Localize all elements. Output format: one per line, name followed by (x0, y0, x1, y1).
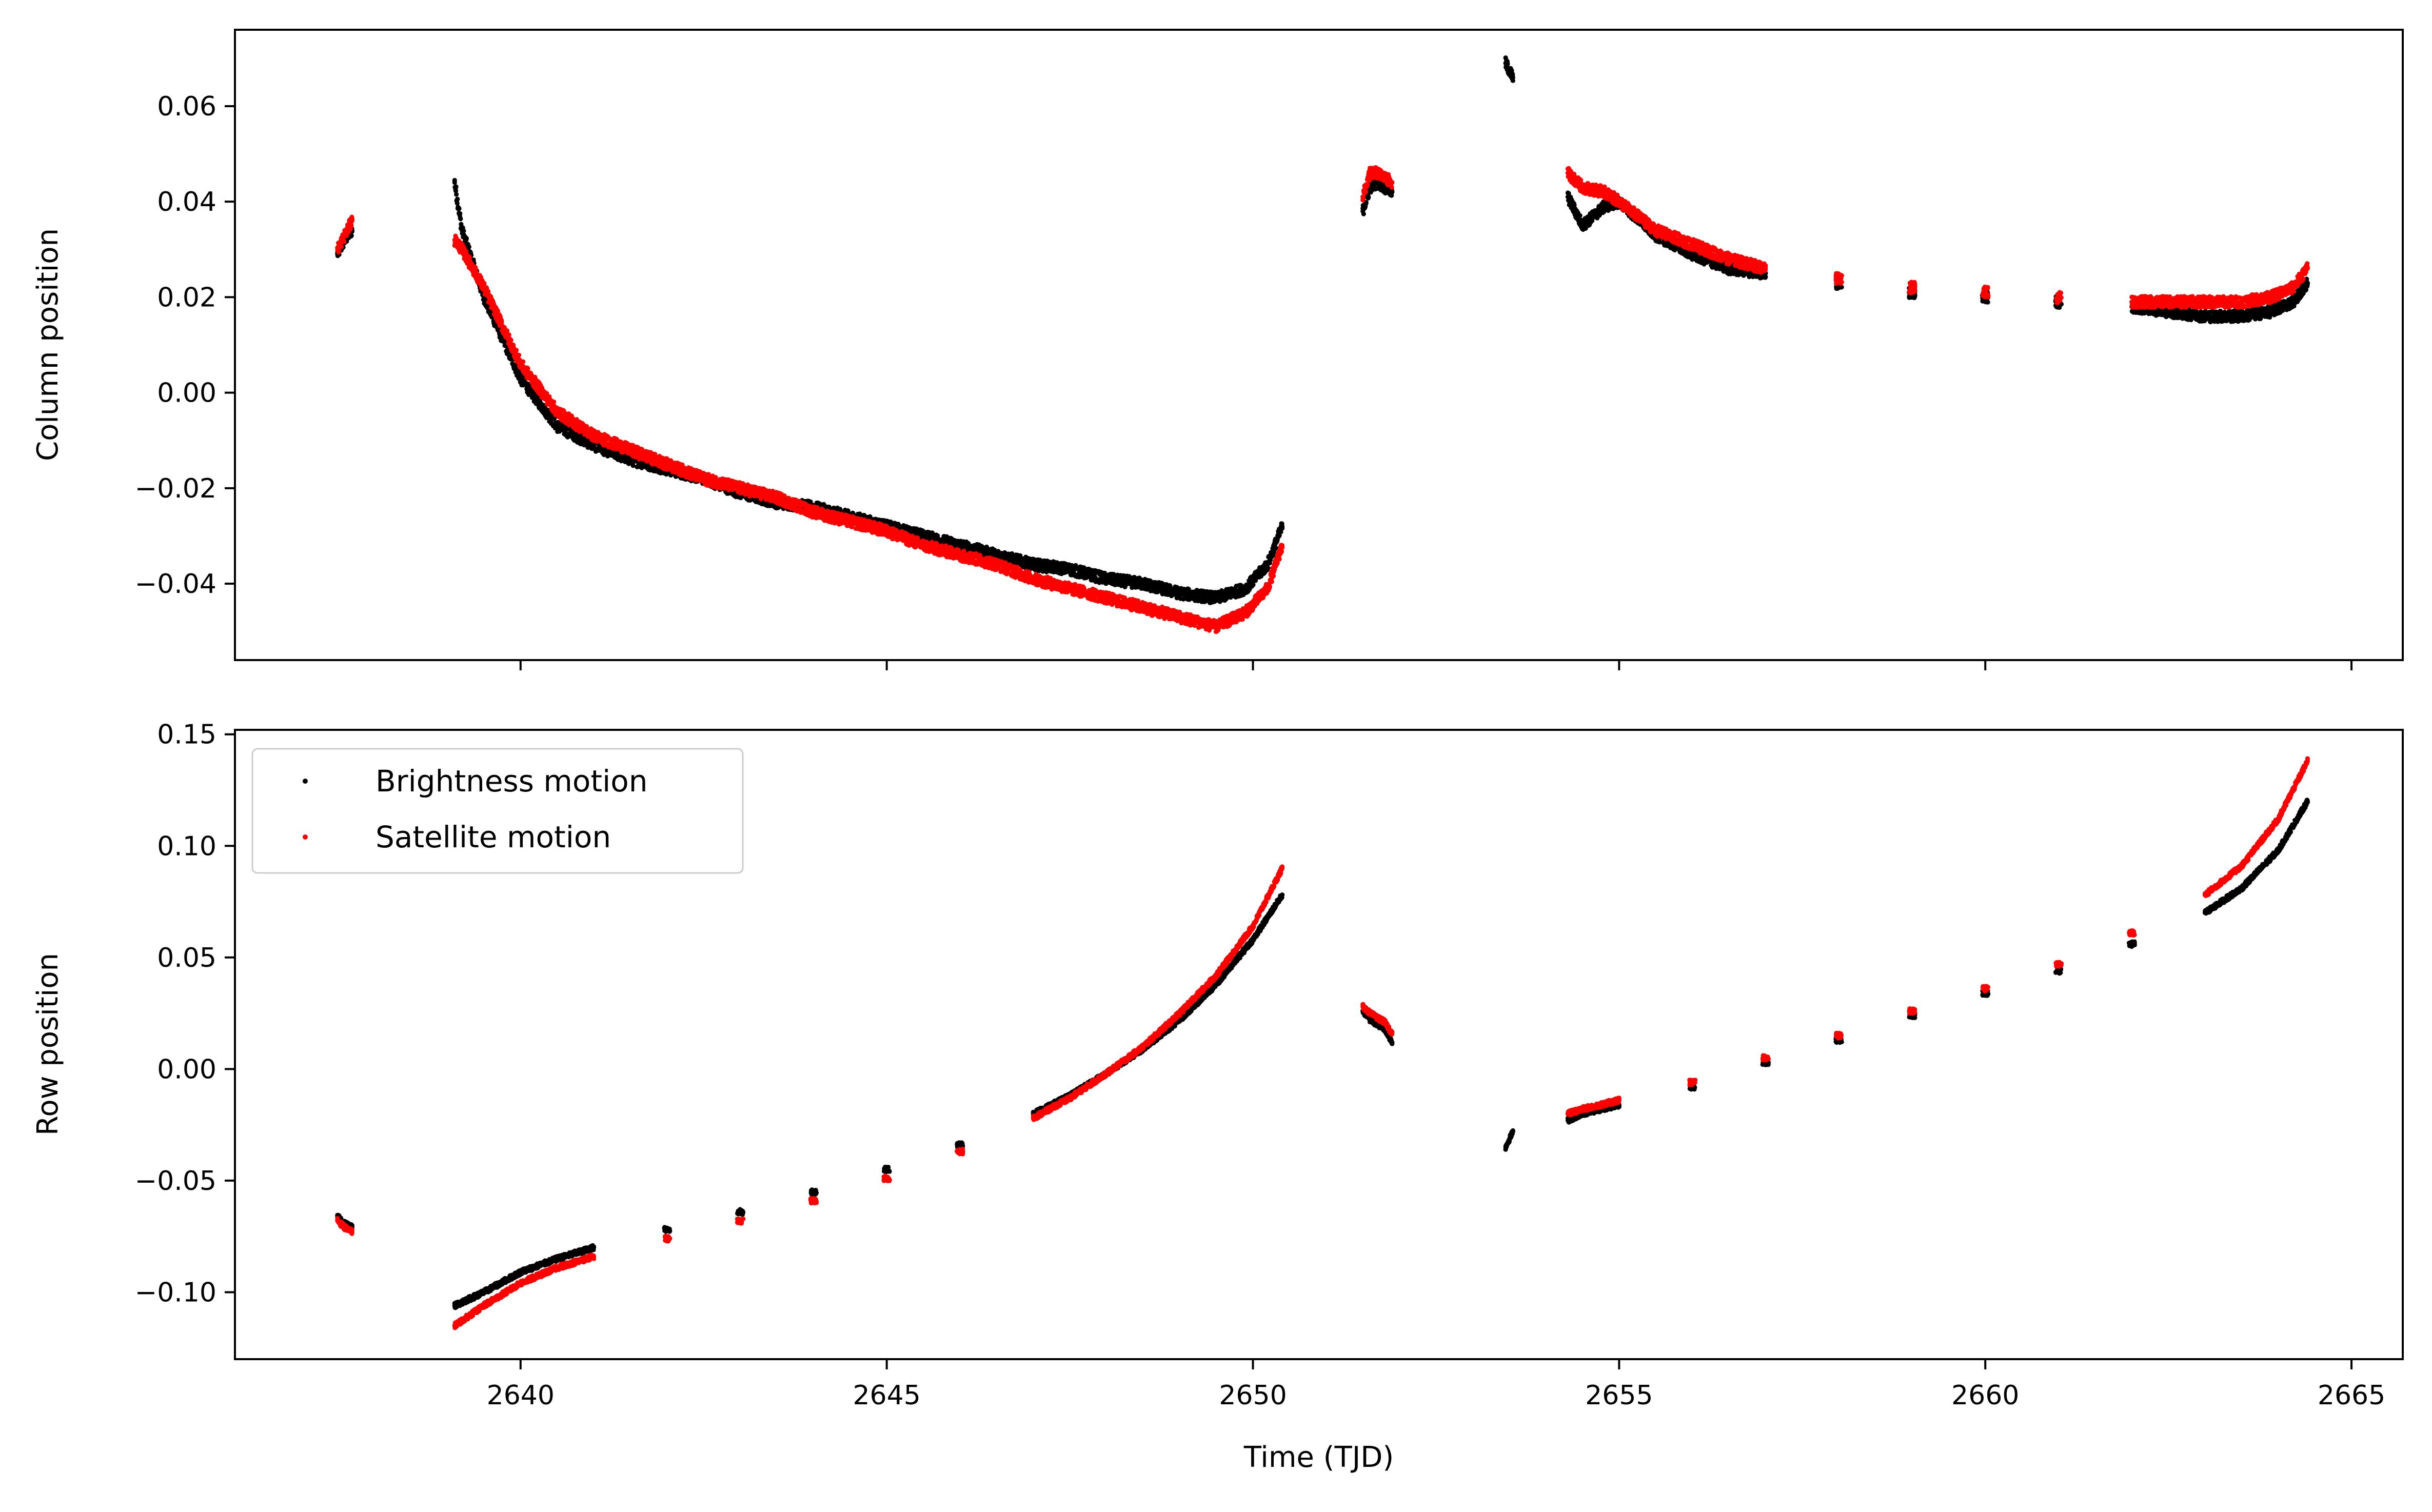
top-point (457, 206, 462, 211)
top-data-point (1510, 75, 1515, 80)
top-data-point (1265, 562, 1270, 567)
top-point (1577, 213, 1583, 218)
top-data-point (957, 543, 962, 548)
top-data-point (1602, 204, 1607, 209)
top-data-point (1360, 209, 1366, 214)
top-data-point (2202, 314, 2208, 319)
top-point (508, 337, 513, 343)
top-data-point (1140, 581, 1145, 586)
top-data-point (1177, 591, 1182, 596)
top-data-point (2268, 309, 2273, 314)
top-data-point (1214, 595, 1219, 601)
top-point (1366, 194, 1371, 200)
top-point (458, 216, 463, 222)
top-point (458, 211, 463, 216)
top-data-point (460, 228, 465, 233)
top-data-point (994, 552, 999, 558)
top-point (464, 236, 469, 241)
top-data-point (2305, 280, 2310, 286)
top-point (453, 184, 459, 189)
top-point (339, 244, 344, 249)
top-data-point (921, 533, 926, 539)
top-point (1251, 582, 1256, 587)
top-data-point (1726, 266, 1732, 271)
top-point (1985, 300, 1990, 305)
top-point (453, 188, 459, 193)
top-data-point (1031, 562, 1036, 567)
top-point (454, 201, 460, 206)
top-data-point (342, 232, 347, 237)
top-data-point (349, 218, 355, 223)
top-point (514, 348, 519, 353)
top-data-point (335, 247, 340, 252)
top-point (2057, 305, 2062, 310)
top-scatter-points (335, 55, 2310, 634)
top-point (342, 240, 347, 245)
top-data-point (1580, 223, 1585, 228)
top-data-point (1067, 567, 1073, 572)
top-data-point (591, 443, 597, 448)
top-data-point (1104, 576, 1109, 582)
top-data-point (1690, 252, 1695, 257)
top-data-point (1375, 180, 1380, 185)
top-data-point (555, 424, 560, 429)
top-data-point (1280, 524, 1285, 529)
top-data-point (1565, 194, 1570, 200)
top-panel: −0.04−0.020.000.020.040.06 Column positi… (31, 29, 2404, 670)
top-point (1273, 545, 1279, 551)
top-data-point (1390, 190, 1395, 195)
top-data-point (518, 376, 523, 381)
top-point (517, 352, 522, 357)
top-data-point (2239, 314, 2244, 319)
top-data-point (2166, 309, 2171, 314)
top-point (454, 192, 459, 197)
top-point (466, 244, 471, 249)
top-point (349, 233, 354, 238)
top-data-point (1243, 586, 1248, 591)
top-point (455, 196, 460, 202)
top-point (349, 223, 354, 228)
top-data-point (2290, 300, 2296, 305)
top-data-point (1503, 61, 1508, 66)
top-data-point (452, 180, 457, 185)
